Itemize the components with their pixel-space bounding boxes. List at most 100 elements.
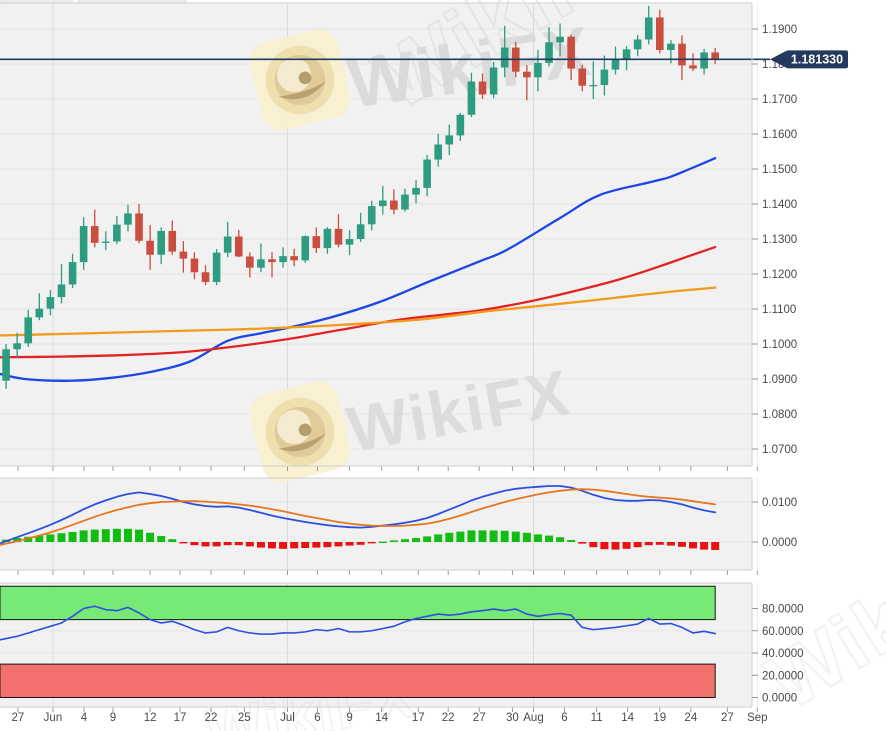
price-axis-label: 1.1400 xyxy=(762,199,797,211)
price-axis-label: 1.0800 xyxy=(762,409,797,421)
candle xyxy=(301,236,310,261)
candle xyxy=(135,213,143,241)
date-axis-label: 22 xyxy=(442,712,455,724)
candle xyxy=(390,200,398,210)
candle xyxy=(157,230,165,255)
candle xyxy=(379,200,387,207)
price-axis-label: 1.1000 xyxy=(762,339,797,351)
oscillator-axis-label: 0.0000 xyxy=(762,693,797,705)
candle xyxy=(523,71,531,78)
candle xyxy=(2,349,10,381)
ma-slow-orange xyxy=(0,286,717,337)
ma-fast-blue xyxy=(0,157,717,382)
price-label-value: 1.181330 xyxy=(791,53,843,67)
oscillator-axis-label: 80.0000 xyxy=(762,604,804,616)
candle xyxy=(312,236,321,249)
candle xyxy=(667,43,675,50)
candle xyxy=(689,65,697,69)
macd-line xyxy=(0,485,717,545)
candle xyxy=(57,284,66,298)
price-axis-label: 1.1200 xyxy=(762,269,797,281)
candle xyxy=(489,67,498,95)
candle xyxy=(234,236,243,257)
candle xyxy=(412,187,420,195)
price-axis-label: 1.1500 xyxy=(762,164,797,176)
date-axis-label: 6 xyxy=(561,712,567,724)
price-label-group: 1.181330 xyxy=(770,50,848,69)
date-axis-label: 4 xyxy=(81,712,88,724)
candle xyxy=(500,47,509,68)
candle xyxy=(545,42,553,63)
price-axis-label: 1.1900 xyxy=(762,24,797,36)
candle xyxy=(567,36,575,69)
date-axis-label: 22 xyxy=(205,712,218,724)
candle xyxy=(600,69,609,85)
candle xyxy=(257,259,265,268)
candle xyxy=(556,36,564,43)
price-label-box xyxy=(786,50,848,69)
candle xyxy=(423,159,431,188)
candle xyxy=(124,213,132,225)
date-axis-label: 17 xyxy=(174,712,187,724)
candle xyxy=(401,194,409,210)
oscillator-line-group xyxy=(0,605,717,641)
candle xyxy=(168,230,177,252)
date-axis-label: 14 xyxy=(375,712,388,724)
candle xyxy=(24,317,33,344)
macd-histogram xyxy=(2,528,720,550)
macd-axis-label: 0.0100 xyxy=(762,497,797,509)
watermark-logo-top xyxy=(249,29,351,131)
overbought-band xyxy=(0,585,716,621)
date-axis-label: 6 xyxy=(314,712,320,724)
candle xyxy=(268,259,276,263)
candle xyxy=(179,251,188,259)
candle xyxy=(223,236,232,253)
date-axis-label: 9 xyxy=(346,712,352,724)
candle xyxy=(212,252,221,283)
candle xyxy=(534,62,542,78)
price-axis-label: 1.1600 xyxy=(762,129,797,141)
candle xyxy=(334,228,343,245)
candle xyxy=(68,262,77,285)
candle xyxy=(35,308,44,318)
oscillator-axis-label: 40.0000 xyxy=(762,648,804,660)
oscillator-line xyxy=(0,605,717,641)
date-axis-label: 27 xyxy=(473,712,486,724)
candle xyxy=(611,59,620,70)
oscillator-axis-label: 60.0000 xyxy=(762,626,804,638)
date-axis-label: 25 xyxy=(238,712,251,724)
date-axis-label: 30 xyxy=(506,712,519,724)
candle xyxy=(246,256,254,268)
candle xyxy=(90,226,99,243)
gridlines xyxy=(0,3,758,707)
price-axis-label: 1.0900 xyxy=(762,374,797,386)
panel-borders xyxy=(0,2,753,708)
date-axis-label: 19 xyxy=(653,712,666,724)
date-axis-label: 27 xyxy=(12,712,25,724)
candles xyxy=(2,5,719,389)
candle xyxy=(356,224,365,239)
candle xyxy=(290,256,298,261)
date-axis-label: 9 xyxy=(110,712,116,724)
candle xyxy=(589,85,598,87)
oversold-band xyxy=(0,663,716,698)
candle xyxy=(190,258,199,273)
date-axis-label: 24 xyxy=(684,712,697,724)
candle xyxy=(279,256,287,263)
date-axis-label: 14 xyxy=(621,712,634,724)
candle xyxy=(46,297,55,309)
candle xyxy=(13,343,21,350)
candle xyxy=(578,68,587,86)
date-axis-label: Sep xyxy=(747,712,767,724)
watermark-logo-middle xyxy=(249,381,351,483)
oscillator-bands xyxy=(0,585,716,698)
candle xyxy=(656,17,664,50)
ma-mid-red xyxy=(0,245,717,359)
candle xyxy=(367,206,376,225)
moving-averages xyxy=(0,157,717,382)
candle xyxy=(700,52,708,69)
date-axis-label: Jul xyxy=(280,712,295,724)
price-axis-label: 1.0700 xyxy=(762,444,797,456)
